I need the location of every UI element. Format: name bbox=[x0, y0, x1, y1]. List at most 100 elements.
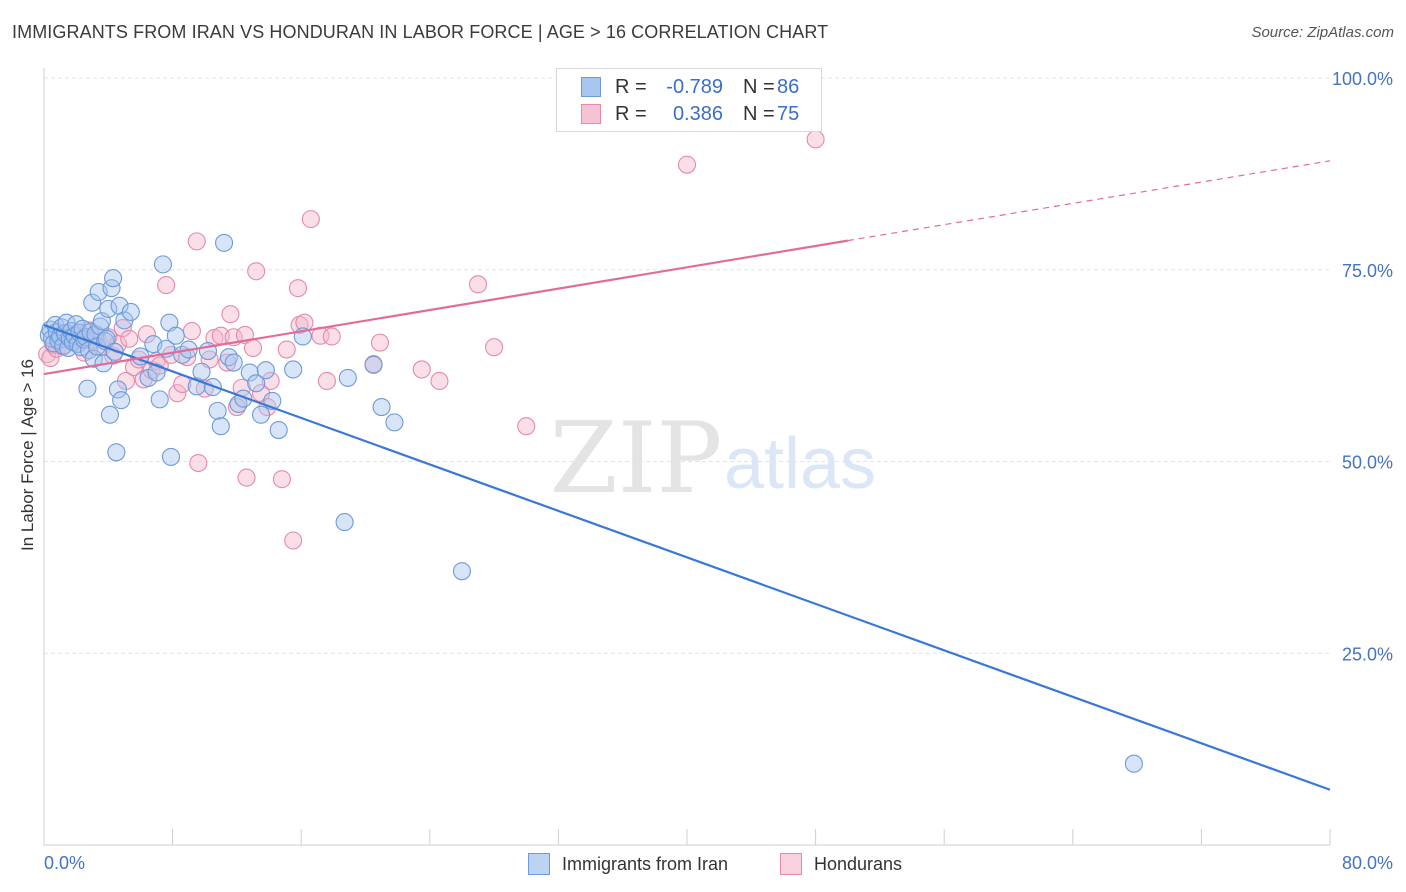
tick-labels: 25.0% 50.0% 75.0% 100.0% 0.0% 80.0% bbox=[44, 69, 1393, 873]
watermark: ZIP atlas bbox=[550, 402, 876, 516]
honduran-point bbox=[277, 340, 296, 359]
iran-point bbox=[104, 269, 123, 288]
iran-point bbox=[247, 374, 266, 393]
bottom-legend-hondurans: Hondurans bbox=[780, 852, 902, 876]
legend-r-value: -0.789 bbox=[666, 75, 723, 98]
iran-point bbox=[211, 417, 230, 436]
iran-point bbox=[335, 513, 354, 532]
honduran-point bbox=[189, 453, 208, 473]
legend-n-value: 86 bbox=[777, 75, 800, 98]
honduran-point bbox=[317, 371, 336, 391]
honduran-point bbox=[243, 338, 263, 358]
honduran-point bbox=[290, 315, 309, 335]
iran-point bbox=[452, 562, 472, 581]
series-hondurans-points bbox=[38, 130, 825, 550]
source-label: Source: ZipAtlas.com bbox=[1251, 24, 1394, 41]
iran-point bbox=[160, 313, 179, 332]
series-iran-points bbox=[39, 233, 1143, 773]
stats-legend: R = -0.789 N = 86 R = 0.386 N = 75 bbox=[556, 68, 822, 132]
iran-point bbox=[208, 401, 227, 420]
honduran-point bbox=[137, 325, 156, 344]
honduran-point bbox=[430, 371, 449, 391]
honduran-point bbox=[120, 329, 139, 348]
iran-point bbox=[214, 233, 234, 252]
x-tick-label: 0.0% bbox=[44, 853, 85, 873]
iran-point bbox=[121, 302, 140, 321]
trend-line-hondurans-extension bbox=[847, 160, 1331, 242]
honduran-point bbox=[168, 384, 187, 403]
honduran-point bbox=[258, 397, 277, 417]
honduran-point bbox=[806, 130, 825, 149]
iran-point bbox=[192, 362, 211, 381]
iran-point bbox=[1124, 754, 1143, 773]
iran-point bbox=[338, 368, 357, 387]
y-tick-label: 25.0% bbox=[1342, 644, 1393, 664]
watermark-zip: ZIP bbox=[550, 402, 723, 516]
y-tick-label: 100.0% bbox=[1332, 69, 1393, 89]
bottom-legend-label-hondurans: Hondurans bbox=[814, 853, 903, 874]
honduran-point bbox=[272, 470, 291, 489]
bottom-legend-label-iran: Immigrants from Iran bbox=[562, 853, 729, 874]
legend-n-label: N = bbox=[743, 102, 775, 125]
gridlines bbox=[44, 77, 1330, 654]
iran-point bbox=[161, 447, 181, 466]
legend-swatch-iran bbox=[581, 77, 601, 97]
bottom-legend-swatch-iran bbox=[528, 853, 550, 875]
iran-point bbox=[251, 405, 271, 424]
chart-title: IMMIGRANTS FROM IRAN VS HONDURAN IN LABO… bbox=[12, 22, 829, 42]
y-tick-label: 75.0% bbox=[1342, 261, 1393, 281]
honduran-point bbox=[187, 232, 206, 251]
iran-point bbox=[112, 391, 131, 410]
honduran-point bbox=[485, 338, 504, 357]
honduran-point bbox=[288, 279, 308, 298]
iran-point bbox=[256, 361, 275, 380]
honduran-point bbox=[261, 371, 280, 391]
legend-r-label: R = bbox=[615, 75, 647, 98]
iran-point bbox=[269, 421, 288, 440]
honduran-point bbox=[237, 468, 256, 487]
iran-point bbox=[83, 293, 102, 312]
honduran-point bbox=[412, 360, 431, 379]
iran-point bbox=[166, 326, 185, 345]
honduran-point bbox=[182, 322, 201, 341]
legend-r-value: 0.386 bbox=[672, 102, 723, 125]
iran-point bbox=[153, 255, 173, 274]
trend-line-iran bbox=[43, 323, 1331, 791]
x-tick-label: 80.0% bbox=[1342, 853, 1393, 873]
iran-point bbox=[150, 390, 169, 409]
iran-point bbox=[224, 353, 243, 372]
legend-n-label: N = bbox=[743, 75, 775, 98]
legend-r-label: R = bbox=[615, 102, 647, 125]
bottom-legend-iran: Immigrants from Iran bbox=[528, 852, 728, 876]
iran-point bbox=[372, 397, 391, 417]
iran-point bbox=[240, 363, 259, 382]
honduran-point bbox=[178, 348, 197, 367]
honduran-point bbox=[322, 327, 341, 346]
honduran-point bbox=[370, 333, 390, 352]
iran-point bbox=[110, 296, 129, 315]
iran-point bbox=[108, 380, 127, 399]
bottom-legend-swatch-hondurans bbox=[780, 853, 802, 875]
honduran-point bbox=[301, 210, 320, 229]
honduran-point bbox=[247, 262, 266, 281]
y-tick-label: 50.0% bbox=[1342, 453, 1393, 473]
legend-row-iran: R = -0.789 N = 86 bbox=[581, 75, 799, 99]
honduran-point bbox=[677, 155, 697, 174]
iran-point bbox=[364, 355, 383, 374]
legend-n-value: 75 bbox=[777, 102, 800, 125]
honduran-point bbox=[113, 318, 132, 338]
iran-point bbox=[78, 379, 97, 398]
legend-swatch-hondurans bbox=[581, 104, 601, 124]
iran-point bbox=[385, 413, 404, 432]
legend-row-hondurans: R = 0.386 N = 75 bbox=[581, 102, 799, 126]
honduran-point bbox=[221, 305, 240, 324]
honduran-point bbox=[284, 531, 303, 550]
honduran-point bbox=[157, 276, 176, 295]
iran-point bbox=[99, 299, 118, 318]
watermark-atlas: atlas bbox=[724, 424, 876, 504]
trend-line-hondurans bbox=[43, 239, 848, 376]
iran-point bbox=[100, 405, 119, 424]
iran-point bbox=[219, 348, 238, 367]
axes bbox=[43, 68, 1331, 846]
